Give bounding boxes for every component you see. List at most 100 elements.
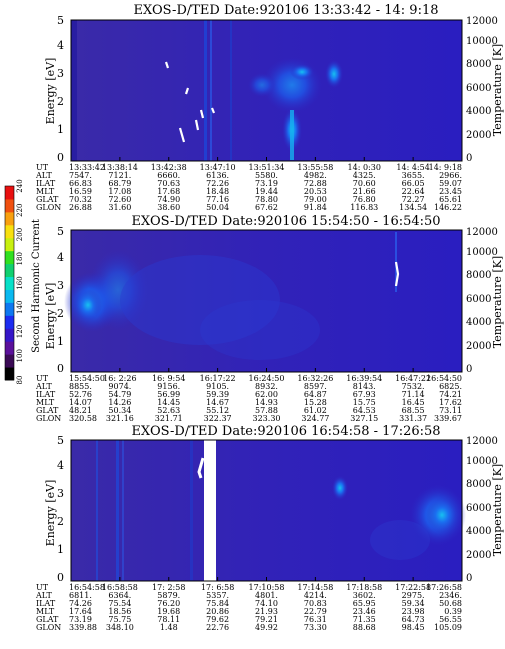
colorbar-tick: 200 [16, 228, 24, 241]
svg-text:5: 5 [57, 225, 64, 238]
ephemeris-cell: 73.19 [69, 615, 92, 624]
ephemeris-cell: 59.07 [439, 179, 462, 188]
panel-1-y-tick: 3 [57, 67, 64, 80]
ephemeris-cell: 17:14:58 [297, 583, 333, 592]
panel-1-spectrogram-features [71, 20, 343, 161]
svg-text:4000: 4000 [466, 106, 491, 117]
ephemeris-cell: 6825. [439, 382, 462, 391]
ephemeris-cell: 57.88 [255, 406, 278, 415]
colorbar-tick: 240 [16, 179, 24, 192]
ephemeris-cell: 2975. [402, 591, 425, 600]
ephemeris-cell: 22.76 [206, 623, 229, 632]
ephemeris-cell: 59.34 [402, 599, 425, 608]
panel-3-spectrogram-features [96, 440, 466, 581]
ephemeris-cell: 17:22:58 [395, 583, 431, 592]
ephemeris-cell: 13:33:42 [69, 163, 105, 172]
ephemeris-cell: 23.46 [353, 607, 376, 616]
ephemeris-cell: 73.30 [304, 623, 327, 632]
colorbar-label: Second Harmonic Current [31, 219, 42, 353]
ephemeris-cell: 18.48 [206, 187, 229, 196]
ephemeris-cell: 17:26:58 [426, 583, 462, 592]
ephemeris-cell: 22.64 [402, 187, 425, 196]
ephemeris-cell: 8597. [304, 382, 327, 391]
ephemeris-row-label: MLT [36, 398, 55, 407]
ephemeris-cell: 66.83 [69, 179, 92, 188]
panel-3: EXOS-D/TED Date:920106 16:54:58 - 17:26:… [35, 424, 504, 632]
ephemeris-cell: 31.60 [108, 203, 131, 212]
ephemeris-row-label: MLT [36, 607, 55, 616]
panel-2-spectrogram-features [64, 232, 400, 360]
ephemeris-cell: 6811. [69, 591, 92, 600]
ephemeris-row-label: GLON [36, 203, 61, 212]
svg-text:6000: 6000 [466, 503, 491, 514]
panel-3-title: EXOS-D/TED Date:920106 16:54:58 - 17:26:… [131, 424, 440, 439]
ephemeris-cell: 116.83 [350, 203, 378, 212]
ephemeris-row-label: ILAT [36, 390, 56, 399]
ephemeris-cell: 17.08 [108, 187, 131, 196]
ephemeris-cell: 320.58 [69, 414, 97, 423]
ephemeris-row-label: GLAT [36, 406, 59, 415]
ephemeris-cell: 74.90 [157, 195, 180, 204]
ephemeris-cell: 17.64 [69, 607, 92, 616]
ephemeris-row-label: ALT [35, 382, 52, 391]
ephemeris-cell: 64.53 [353, 406, 376, 415]
colorbar-swatch [5, 315, 14, 329]
ephemeris-cell: 5580. [255, 171, 278, 180]
colorbar-swatch [5, 198, 14, 213]
colorbar-swatch [5, 237, 14, 252]
panel-2-y-axis-label: Energy [eV] [44, 283, 57, 350]
panel-1-title: EXOS-D/TED Date:920106 13:33:42 - 14: 9:… [134, 3, 439, 18]
svg-text:2000: 2000 [466, 550, 491, 561]
colorbar-tick: 80 [16, 376, 24, 385]
svg-text:2000: 2000 [466, 130, 491, 141]
ephemeris-row-label: ALT [35, 171, 52, 180]
colorbar-ticks: 80 100 120 140 160 180 200 220 240 [16, 179, 24, 384]
ephemeris-cell: 9074. [108, 382, 131, 391]
ephemeris-cell: 91.84 [304, 203, 327, 212]
panel-2-right-ticks: 0 2000 4000 6000 8000 10000 12000 [466, 227, 498, 375]
ephemeris-cell: 321.16 [106, 414, 134, 423]
ephemeris-cell: 62.00 [255, 390, 278, 399]
ephemeris-cell: 75.84 [206, 599, 229, 608]
ephemeris-cell: 23.45 [439, 187, 462, 196]
ephemeris-cell: 15:54:50 [69, 374, 105, 383]
colorbar-swatch [5, 328, 14, 342]
panel-1-y-tick: 5 [57, 14, 64, 27]
ephemeris-cell: 20.86 [206, 607, 229, 616]
ephemeris-cell: 17.62 [439, 398, 462, 407]
ephemeris-cell: 327.15 [350, 414, 378, 423]
svg-text:3: 3 [57, 487, 64, 500]
ephemeris-cell: 74.21 [439, 390, 462, 399]
ephemeris-cell: 65.95 [353, 599, 376, 608]
ephemeris-cell: 3655. [402, 171, 425, 180]
svg-text:5: 5 [57, 434, 64, 447]
svg-text:6000: 6000 [466, 294, 491, 305]
ephemeris-cell: 72.88 [304, 179, 327, 188]
ephemeris-cell: 339.88 [69, 623, 97, 632]
ephemeris-cell: 13:42:38 [151, 163, 187, 172]
ephemeris-cell: 21.66 [353, 187, 376, 196]
ephemeris-cell: 0.39 [444, 607, 462, 616]
ephemeris-cell: 14: 0:30 [348, 163, 381, 172]
ephemeris-cell: 52.63 [157, 406, 180, 415]
ephemeris-cell: 13:55:58 [297, 163, 333, 172]
ephemeris-cell: 7532. [402, 382, 425, 391]
ephemeris-cell: 74.10 [255, 599, 278, 608]
panel-3-left-ticks: 0 1 2 3 4 5 [57, 434, 64, 584]
svg-text:10000: 10000 [466, 247, 498, 258]
ephemeris-row-label: UT [36, 374, 49, 383]
ephemeris-cell: 14.45 [157, 398, 180, 407]
svg-text:1: 1 [57, 543, 64, 556]
colorbar-swatches [5, 186, 14, 381]
ephemeris-cell: 14.93 [255, 398, 278, 407]
panel-1-y-tick: 2 [57, 95, 64, 108]
svg-text:2: 2 [57, 307, 64, 320]
ephemeris-cell: 14: 9:18 [429, 163, 462, 172]
ephemeris-cell: 14: 4:54 [396, 163, 429, 172]
colorbar-swatch [5, 302, 14, 316]
ephemeris-cell: 6364. [108, 591, 131, 600]
ephemeris-row-label: UT [36, 163, 49, 172]
ephemeris-cell: 339.67 [434, 414, 462, 423]
